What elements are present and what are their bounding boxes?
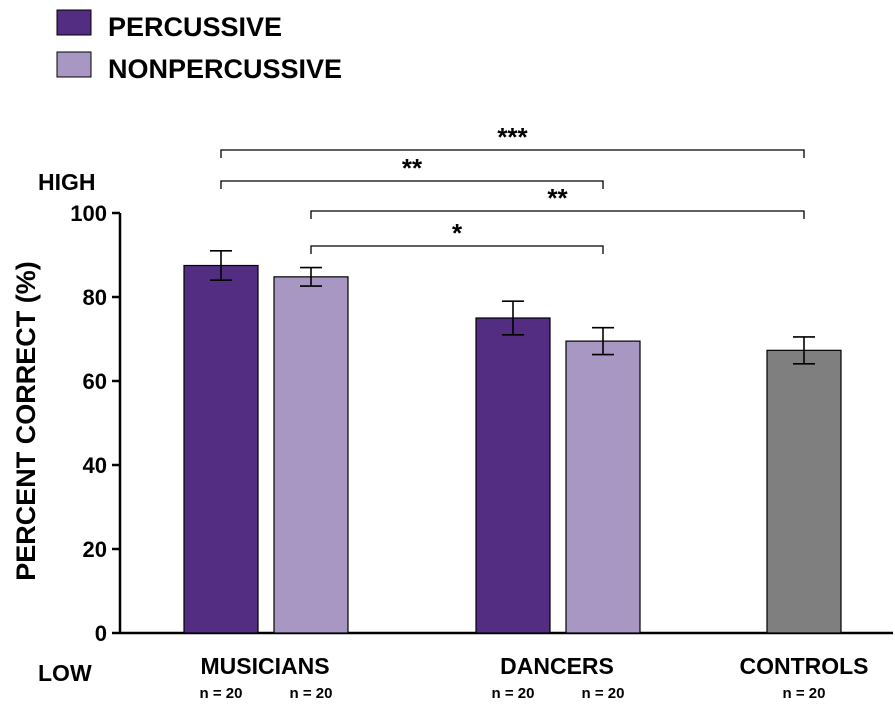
significance-label: ** [547, 183, 568, 213]
y-tick-label: 100 [70, 201, 107, 226]
n-label: n = 20 [783, 685, 826, 702]
significance-label: *** [497, 122, 528, 152]
y-tick-label: 80 [83, 285, 107, 310]
x-category-label: CONTROLS [739, 653, 868, 679]
significance-bracket [310, 210, 805, 219]
significance-bracket [220, 149, 805, 158]
legend-swatch-nonpercussive [56, 51, 92, 78]
n-label: n = 20 [290, 685, 333, 702]
legend-swatch-percussive [56, 9, 92, 36]
y-axis-label: PERCENT CORRECT (%) [11, 261, 41, 581]
bar [183, 264, 259, 634]
x-labels: n = 20 n = 20 MUSICIANS n = 20 n = 20 DANCERS… [200, 653, 869, 702]
significance-bracket [310, 245, 604, 254]
bar [273, 276, 349, 634]
n-label: n = 20 [200, 685, 243, 702]
x-category-label: DANCERS [500, 653, 614, 679]
significance-label: * [452, 218, 463, 248]
bar [766, 349, 842, 634]
legend-label-nonpercussive: NONPERCUSSIVE [108, 54, 342, 84]
y-tick-label: 0 [95, 621, 107, 646]
significance-label: ** [402, 153, 423, 183]
x-category-label: MUSICIANS [200, 653, 329, 679]
significance-brackets: ******** [220, 122, 805, 254]
y-ticks: 0 20 40 60 80 100 [70, 201, 120, 646]
legend-label-percussive: PERCUSSIVE [108, 12, 282, 42]
significance-bracket [220, 180, 604, 189]
y-tick-label: 40 [83, 453, 107, 478]
legend: PERCUSSIVE NONPERCUSSIVE [56, 9, 342, 84]
y-tick-label: 60 [83, 369, 107, 394]
bars [183, 250, 842, 634]
bar [565, 340, 641, 634]
y-tick-label: 20 [83, 537, 107, 562]
y-low-label: LOW [38, 660, 92, 686]
n-label: n = 20 [582, 685, 625, 702]
bar [475, 317, 551, 634]
n-label: n = 20 [492, 685, 535, 702]
y-high-label: HIGH [38, 169, 96, 195]
